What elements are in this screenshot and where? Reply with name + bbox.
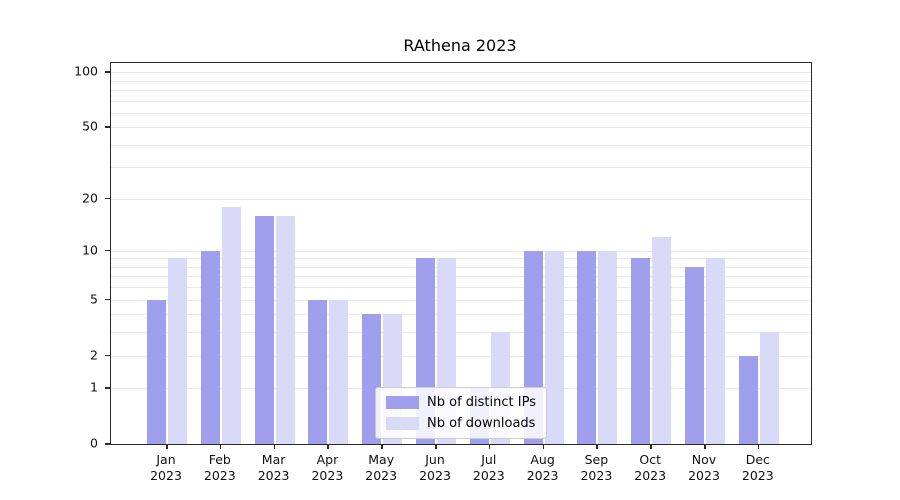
ytick-label-20: 20 (82, 190, 98, 206)
xtick-mark-feb (219, 444, 222, 449)
bar-downloads-oct (652, 237, 672, 444)
xtick-mark-apr (327, 444, 329, 449)
bar-distinct-ips-mar (254, 215, 274, 444)
ytick-mark-1 (105, 387, 110, 389)
bar-downloads-mar (275, 215, 295, 444)
bar-downloads-sep (598, 250, 618, 444)
ytick-label-0: 0 (90, 435, 98, 451)
bar-downloads-dec (759, 332, 779, 444)
bar-distinct-ips-oct (631, 258, 651, 444)
xtick-mark-sep (596, 444, 598, 449)
ytick-label-5: 5 (90, 291, 98, 307)
gridline-y-60 (111, 112, 811, 114)
xtick-label-jul: Jul 2023 (472, 452, 505, 483)
gridline-y-90 (111, 80, 811, 82)
gridline-y-9 (111, 258, 811, 260)
ytick-mark-100 (105, 71, 110, 73)
gridline-y-50 (111, 127, 811, 129)
ytick-mark-5 (105, 298, 110, 301)
gridline-y-5 (111, 299, 811, 301)
bar-distinct-ips-dec (738, 355, 758, 444)
ytick-label-10: 10 (82, 242, 98, 258)
gridline-y-6 (111, 287, 811, 289)
gridline-y-70 (111, 100, 811, 102)
bar-distinct-ips-nov (685, 266, 704, 444)
gridline-y-7 (111, 276, 811, 278)
xtick-label-jan: Jan 2023 (150, 452, 182, 483)
xtick-label-apr: Apr 2023 (311, 452, 344, 483)
bar-downloads-feb (221, 206, 241, 444)
xtick-label-aug: Aug 2023 (526, 452, 559, 483)
xtick-label-mar: Mar 2023 (257, 452, 290, 483)
plot-area: Nb of distinct IPs Nb of downloads (110, 62, 812, 445)
gridline-y-4 (111, 314, 811, 316)
ytick-label-100: 100 (74, 63, 98, 79)
bar-downloads-aug (544, 250, 564, 444)
xtick-mark-aug (542, 444, 545, 449)
xtick-mark-mar (273, 444, 276, 449)
gridline-y-10 (111, 250, 811, 252)
xtick-label-nov: Nov 2023 (688, 452, 720, 483)
legend-swatch-distinct-ips (386, 396, 420, 409)
xtick-label-sep: Sep 2023 (580, 452, 613, 483)
ytick-label-1: 1 (90, 379, 98, 395)
bar-distinct-ips-apr (308, 299, 328, 444)
xtick-mark-may (381, 444, 383, 449)
chart-title: RAthena 2023 (403, 36, 517, 55)
xtick-label-jun: Jun 2023 (419, 452, 451, 483)
bar-distinct-ips-feb (200, 250, 220, 444)
gridline-y-40 (111, 144, 811, 146)
gridline-y-30 (111, 167, 811, 169)
xtick-mark-jul (488, 444, 491, 449)
xtick-mark-oct (650, 444, 652, 449)
xtick-label-may: May 2023 (365, 452, 398, 483)
gridline-y-20 (111, 198, 811, 200)
bar-downloads-jan (168, 258, 187, 444)
xtick-mark-jan (166, 444, 168, 449)
legend: Nb of distinct IPs Nb of downloads (375, 387, 547, 439)
ytick-label-2: 2 (90, 347, 98, 362)
ytick-mark-50 (105, 126, 110, 128)
bar-distinct-ips-sep (577, 250, 597, 444)
gridline-y-8 (111, 266, 811, 268)
grid-layer (111, 63, 811, 444)
ytick-mark-0 (105, 443, 110, 445)
ytick-mark-20 (105, 197, 110, 200)
xtick-mark-nov (704, 444, 706, 449)
bar-downloads-apr (329, 299, 349, 444)
ytick-mark-2 (105, 354, 110, 356)
xtick-label-feb: Feb 2023 (203, 452, 236, 483)
gridline-y-3 (111, 332, 811, 334)
legend-label-distinct-ips: Nb of distinct IPs (427, 395, 536, 410)
xtick-mark-jun (435, 444, 437, 449)
legend-item-distinct-ips: Nb of distinct IPs (386, 395, 536, 410)
xtick-mark-dec (757, 444, 760, 449)
legend-label-downloads: Nb of downloads (427, 416, 536, 431)
bar-distinct-ips-jan (147, 299, 166, 444)
xtick-label-oct: Oct 2023 (634, 452, 667, 483)
ytick-mark-10 (105, 249, 110, 252)
gridline-y-2 (111, 355, 811, 357)
ytick-label-50: 50 (82, 118, 98, 134)
legend-item-downloads: Nb of downloads (386, 416, 536, 431)
gridline-y-80 (111, 89, 811, 91)
gridline-y-100 (111, 72, 811, 73)
bar-downloads-nov (706, 258, 725, 444)
xtick-label-dec: Dec 2023 (741, 452, 774, 483)
legend-swatch-downloads (386, 417, 420, 430)
